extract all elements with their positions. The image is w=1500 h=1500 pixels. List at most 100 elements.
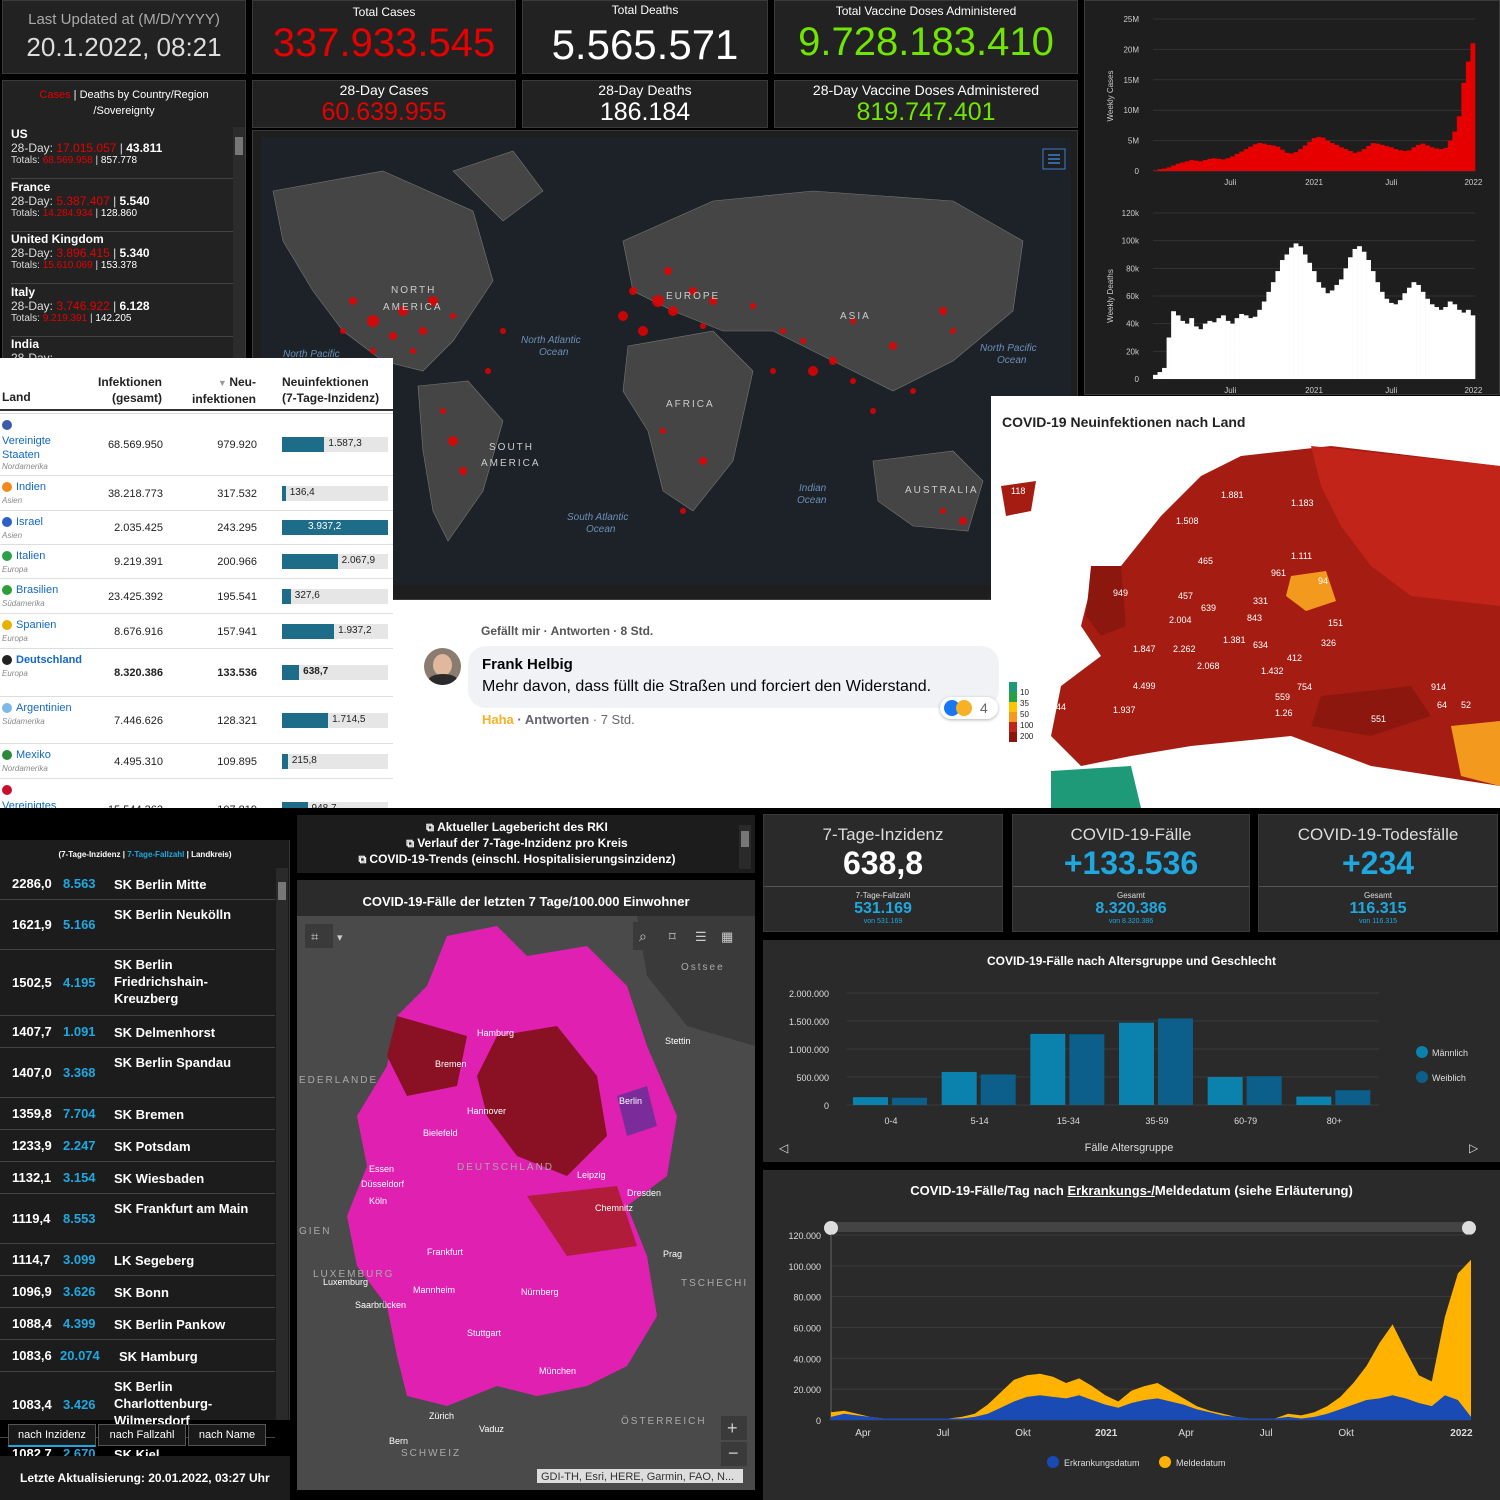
case-dot[interactable] bbox=[500, 328, 506, 334]
table-row[interactable]: Brasilien Südamerika 23.425.392 195.541 327,… bbox=[0, 578, 393, 613]
daily-title-link[interactable]: Erkrankungs-/ bbox=[1067, 1183, 1155, 1198]
case-dot[interactable] bbox=[850, 378, 856, 384]
case-dot[interactable] bbox=[652, 295, 664, 307]
age-bar[interactable] bbox=[892, 1097, 927, 1105]
comment-author[interactable]: Frank Helbig bbox=[482, 656, 573, 673]
europe-map[interactable]: 118 1.881 1.183 1.508 1.111 961 94 465 1.610 949 4… bbox=[991, 436, 1500, 808]
links-scrollbar[interactable] bbox=[739, 825, 751, 869]
age-bar[interactable] bbox=[1158, 1018, 1193, 1105]
landkreis-row[interactable]: 1083,6 20.074 SK Hamburg bbox=[0, 1340, 275, 1372]
landkreis-row[interactable]: 1119,4 8.553 SK Frankfurt am Main bbox=[0, 1194, 275, 1244]
landkreis-row[interactable]: 1114,7 3.099 LK Segeberg bbox=[0, 1244, 275, 1276]
case-dot[interactable] bbox=[680, 508, 686, 514]
country-name[interactable]: Indien bbox=[16, 481, 46, 493]
country-item[interactable]: France 28-Day: 5.387.407 | 5.540 Totals: 1… bbox=[11, 180, 233, 232]
country-name[interactable]: Brasilien bbox=[16, 584, 59, 596]
case-dot[interactable] bbox=[448, 436, 458, 446]
col-header-infektionen[interactable]: Infektionen (gesamt) bbox=[90, 374, 162, 406]
col-header-inzidenz[interactable]: Neuinfektionen (7-Tage-Inzidenz) bbox=[282, 374, 392, 406]
age-bar[interactable] bbox=[1030, 1033, 1066, 1105]
table-row[interactable]: Italien Europa 9.219.391 200.966 2.067,9 bbox=[0, 544, 393, 578]
case-dot[interactable] bbox=[398, 306, 408, 316]
country-item[interactable]: Italy 28-Day: 3.746.922 | 6.128 Totals: 9.… bbox=[11, 285, 233, 337]
chevron-left-icon[interactable]: ◁ bbox=[779, 1141, 789, 1155]
landkreis-row[interactable]: 1088,4 4.399 SK Berlin Pankow bbox=[0, 1308, 275, 1340]
case-dot[interactable] bbox=[349, 297, 357, 305]
case-dot[interactable] bbox=[699, 457, 707, 465]
case-dot[interactable] bbox=[450, 313, 456, 319]
case-dot[interactable] bbox=[700, 323, 706, 329]
case-dot[interactable] bbox=[829, 357, 837, 365]
case-dot[interactable] bbox=[440, 408, 446, 414]
table-row[interactable]: Vereinigte Staaten Nordamerika 68.569.950 9… bbox=[0, 413, 393, 475]
case-dot[interactable] bbox=[780, 328, 786, 334]
reply-link[interactable]: Antworten bbox=[524, 712, 590, 727]
tab-nach-name[interactable]: nach Name bbox=[188, 1424, 266, 1446]
table-row[interactable]: Mexiko Nordamerika 4.495.310 109.895 215,8 bbox=[0, 743, 393, 778]
case-dot[interactable] bbox=[689, 287, 697, 295]
case-dot[interactable] bbox=[889, 342, 897, 350]
landkreis-row[interactable]: 1407,0 3.368 SK Berlin Spandau bbox=[0, 1048, 275, 1098]
landkreis-scrollbar[interactable] bbox=[276, 868, 288, 1420]
country-name[interactable]: Mexiko bbox=[16, 749, 51, 761]
external-link[interactable]: ⧉ Verlauf der 7-Tage-Inzidenz pro Kreis bbox=[297, 836, 737, 852]
zoom-out-button[interactable] bbox=[721, 1442, 747, 1466]
case-dot[interactable] bbox=[959, 517, 967, 525]
bookmark-icon[interactable]: ⌑ bbox=[669, 929, 676, 944]
country-name[interactable]: Spanien bbox=[16, 619, 57, 631]
age-bar[interactable] bbox=[941, 1071, 977, 1105]
external-link[interactable]: ⧉ Aktueller Lagebericht des RKI bbox=[297, 820, 737, 836]
germany-map[interactable]: Hamburg Stettin Bremen Berlin Hannover Bielef… bbox=[297, 916, 755, 1490]
landkreis-row[interactable]: 1233,9 2.247 SK Potsdam bbox=[0, 1130, 275, 1162]
age-bar[interactable] bbox=[1296, 1096, 1332, 1105]
external-link[interactable]: ⧉ COVID-19-Trends (einschl. Hospitalisie… bbox=[297, 852, 737, 868]
world-map[interactable]: NORTH AMERICA EUROPE ASIA AFRICA SOUTH A… bbox=[253, 131, 1077, 599]
age-bar[interactable] bbox=[1119, 1022, 1154, 1105]
reaction-count[interactable]: 4 bbox=[940, 697, 998, 719]
case-dot[interactable] bbox=[709, 297, 717, 305]
germany-map-panel[interactable]: COVID-19-Fälle der letzten 7 Tage/100.00… bbox=[297, 880, 755, 1490]
landkreis-row[interactable]: 1621,9 5.166 SK Berlin Neukölln bbox=[0, 900, 275, 950]
country-item[interactable]: United Kingdom 28-Day: 3.896.415 | 5.340 T… bbox=[11, 232, 233, 284]
avatar[interactable] bbox=[424, 648, 461, 685]
basemap-icon[interactable]: ▦ bbox=[721, 929, 733, 944]
case-dot[interactable] bbox=[629, 287, 637, 295]
table-row[interactable]: Spanien Europa 8.676.916 157.941 1.937,2 bbox=[0, 613, 393, 648]
country-list-panel[interactable]: Cases | Deaths by Country/Region /Sovere… bbox=[2, 80, 246, 370]
case-dot[interactable] bbox=[410, 348, 416, 354]
range-slider-left-handle[interactable] bbox=[824, 1221, 838, 1235]
landkreis-row[interactable]: 2286,0 8.563 SK Berlin Mitte bbox=[0, 868, 275, 900]
age-bar[interactable] bbox=[1335, 1090, 1371, 1105]
case-dot[interactable] bbox=[770, 368, 776, 374]
case-dot[interactable] bbox=[428, 296, 438, 306]
country-name[interactable]: Deutschland bbox=[16, 654, 83, 666]
age-bar[interactable] bbox=[1069, 1034, 1105, 1105]
case-dot[interactable] bbox=[664, 267, 672, 275]
case-dot[interactable] bbox=[485, 368, 491, 374]
landkreis-row[interactable]: 1132,1 3.154 SK Wiesbaden bbox=[0, 1162, 275, 1194]
chevron-right-icon[interactable]: ▷ bbox=[1469, 1141, 1479, 1155]
case-dot[interactable] bbox=[638, 326, 648, 336]
landkreis-list-panel[interactable]: (7-Tage-Inzidenz | 7-Tage-Fallzahl | Lan… bbox=[0, 840, 290, 1470]
case-dot[interactable] bbox=[870, 408, 876, 414]
case-dot[interactable] bbox=[668, 306, 678, 316]
table-row[interactable]: Deutschland Europa 8.320.386 133.536 638,7 bbox=[0, 648, 393, 696]
case-dot[interactable] bbox=[940, 508, 946, 514]
landkreis-row[interactable]: 1359,8 7.704 SK Bremen bbox=[0, 1098, 275, 1130]
map-tool-button[interactable] bbox=[305, 924, 333, 948]
case-dot[interactable] bbox=[750, 303, 756, 309]
case-dot[interactable] bbox=[618, 311, 628, 321]
country-name[interactable]: Italien bbox=[16, 550, 46, 562]
age-bar[interactable] bbox=[1246, 1076, 1282, 1105]
col-header-neuinfektionen[interactable]: ▼ Neu-infektionen bbox=[186, 374, 256, 407]
case-dot[interactable] bbox=[808, 366, 818, 376]
case-dot[interactable] bbox=[800, 338, 806, 344]
case-dot[interactable] bbox=[419, 327, 427, 335]
range-slider-right-handle[interactable] bbox=[1462, 1221, 1476, 1235]
legend-icon[interactable]: ☰ bbox=[695, 929, 707, 944]
landkreis-row[interactable]: 1502,5 4.195 SK Berlin Friedrichshain-Kreu… bbox=[0, 950, 275, 1016]
landkreis-row[interactable]: 1096,9 3.626 SK Bonn bbox=[0, 1276, 275, 1308]
case-dot[interactable] bbox=[910, 388, 916, 394]
age-bar[interactable] bbox=[853, 1097, 888, 1105]
landkreis-row[interactable]: 1407,7 1.091 SK Delmenhorst bbox=[0, 1016, 275, 1048]
